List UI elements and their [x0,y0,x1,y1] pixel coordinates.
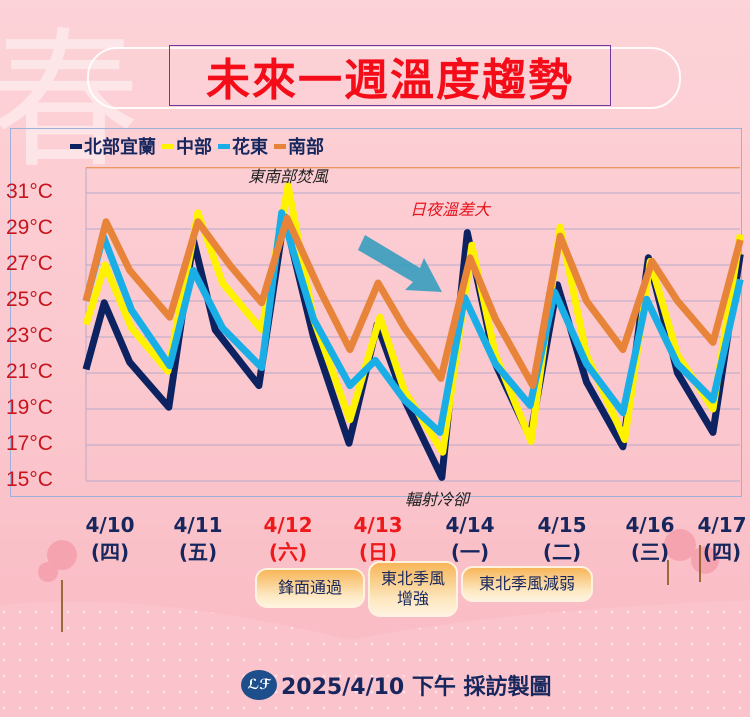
annotation-radiative: 輻射冷卻 [405,490,470,509]
x-tick-label: 4/16 (三) [615,512,685,566]
weekday-label: (一) [450,540,490,564]
y-tick-label: 27°C [6,252,53,275]
legend-label: 花東 [232,137,268,158]
arrow-icon [358,235,442,292]
legend-swatch [162,143,174,149]
title-outline [87,47,681,109]
legend-item: 北部宜蘭 [70,133,156,159]
legend-item: 花東 [218,133,268,159]
event-monsoon-weaken: 東北季風減弱 [461,566,593,602]
x-tick-label: 4/10 (四) [75,512,145,566]
y-tick-label: 25°C [6,288,53,311]
weekday-label: (四) [90,540,130,564]
date-label: 4/17 [697,513,747,537]
legend: 北部宜蘭 中部 花東 南部 [70,133,324,159]
footer-text: 2025/4/10 下午 採訪製圖 [281,675,552,700]
footer: ℒℱ 2025/4/10 下午 採訪製圖 [241,669,552,701]
legend-swatch [70,143,82,149]
y-tick-label: 17°C [6,432,53,455]
date-label: 4/15 [537,513,587,537]
weekday-label: (三) [630,540,670,564]
date-label: 4/16 [625,513,675,537]
series-line-2 [82,209,744,436]
y-tick-label: 19°C [6,396,53,419]
date-label: 4/11 [173,513,223,537]
annotation-foehn: 東南部焚風 [248,167,329,186]
series-line-0 [82,212,744,481]
legend-label: 南部 [288,137,324,158]
y-tick-label: 23°C [6,324,53,347]
weekday-label: (二) [542,540,582,564]
y-tick-label: 29°C [6,216,53,239]
page-title: 未來一週溫度趨勢 [206,54,574,106]
x-tick-label: 4/12 (六) [253,512,323,566]
legend-swatch [218,143,230,149]
date-label: 4/12 [263,513,313,537]
event-monsoon-strengthen: 東北季風 增強 [368,561,458,617]
x-tick-label: 4/11 (五) [163,512,233,566]
date-label: 4/13 [353,513,403,537]
event-front: 鋒面通過 [255,568,365,608]
title-box: 未來一週溫度趨勢 [169,45,611,106]
weekday-label: (六) [268,540,308,564]
weekday-label: (四) [702,540,742,564]
y-tick-label: 15°C [6,468,53,491]
series-line-3 [82,214,744,390]
y-tick-label: 31°C [6,180,53,203]
date-label: 4/14 [445,513,495,537]
weekday-label: (日) [358,540,398,564]
legend-label: 中部 [176,137,212,158]
x-tick-label: 4/15 (二) [527,512,597,566]
legend-item: 南部 [274,133,324,159]
x-tick-label: 4/14 (一) [435,512,505,566]
date-label: 4/10 [85,513,135,537]
legend-swatch [274,143,286,149]
chart-frame [10,128,742,497]
annotation-diurnal: 日夜溫差大 [410,200,491,219]
x-tick-label: 4/17 (四) [687,512,750,566]
y-tick-label: 21°C [6,360,53,383]
x-tick-label: 4/13 (日) [343,512,413,566]
legend-item: 中部 [162,133,212,159]
legend-label: 北部宜蘭 [84,137,156,158]
weekday-label: (五) [178,540,218,564]
logo-icon: ℒℱ [241,670,277,700]
